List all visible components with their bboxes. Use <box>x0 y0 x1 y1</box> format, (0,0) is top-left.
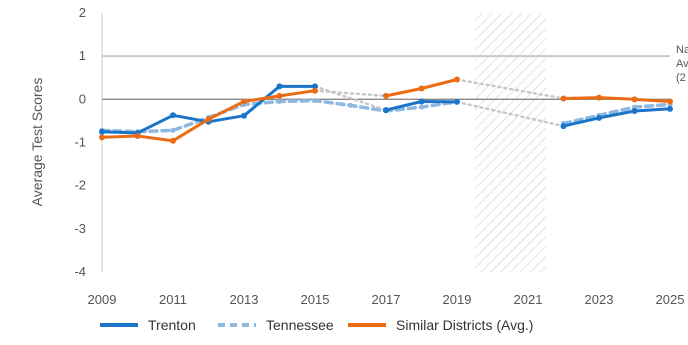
data-point-similar-districts-avg-2009 <box>99 134 105 141</box>
series-layer <box>99 76 673 144</box>
data-point-trenton-2013 <box>241 112 247 119</box>
data-point-similar-districts-avg-2022 <box>560 95 567 102</box>
gap-connector-2 <box>455 100 565 128</box>
data-point-tennessee-2011 <box>170 127 176 133</box>
shaded-period-layer <box>474 13 546 272</box>
reference-label-line-1: Av <box>676 58 688 70</box>
data-point-similar-districts-avg-2013 <box>241 98 247 105</box>
reference-label-line-2: (2 <box>676 72 686 84</box>
data-point-trenton-2015 <box>312 83 318 90</box>
data-point-tennessee-2018 <box>419 104 424 110</box>
data-point-similar-districts-avg-2010 <box>134 133 141 140</box>
x-tick-label-2025: 2025 <box>656 292 685 307</box>
data-point-tennessee-2014 <box>277 98 282 104</box>
data-point-trenton-2023 <box>596 114 602 121</box>
y-tick-label--3: -3 <box>74 221 86 236</box>
data-point-similar-districts-avg-2023 <box>596 94 602 101</box>
legend: Trenton Tennessee Similar Districts (Avg.) <box>100 317 533 333</box>
data-point-trenton-2024 <box>631 107 638 114</box>
legend-label-tennessee: Tennessee <box>266 317 334 333</box>
data-point-trenton-2022 <box>560 123 567 130</box>
data-point-similar-districts-avg-2017 <box>383 92 389 99</box>
data-point-trenton-2011 <box>170 112 176 119</box>
data-point-trenton-2019 <box>454 98 460 105</box>
data-point-similar-districts-avg-2018 <box>418 85 425 92</box>
series-similar-districts-avg <box>99 76 673 144</box>
gap-connector-1 <box>313 89 388 98</box>
shaded-period <box>474 13 546 272</box>
legend-label-trenton: Trenton <box>148 317 196 333</box>
x-tick-label-2023: 2023 <box>585 292 614 307</box>
reference-label-line-0: Na <box>676 44 688 56</box>
y-tick-label-2: 2 <box>79 5 86 20</box>
data-point-trenton-2009 <box>99 128 105 135</box>
data-point-similar-districts-avg-2014 <box>276 92 283 99</box>
series-line-trenton-0 <box>100 84 317 135</box>
gap-connectors-layer <box>313 78 565 128</box>
x-tick-label-2015: 2015 <box>301 292 330 307</box>
x-tick-label-2009: 2009 <box>88 292 117 307</box>
axis-lines-layer <box>101 13 670 272</box>
y-tick-label-1: 1 <box>79 48 86 63</box>
legend-label-similar-districts-avg: Similar Districts (Avg.) <box>396 317 533 333</box>
x-tick-label-2021: 2021 <box>514 292 543 307</box>
y-tick-label--1: -1 <box>74 135 86 150</box>
data-point-similar-districts-avg-2024 <box>631 96 638 103</box>
x-tick-label-2013: 2013 <box>230 292 259 307</box>
y-tick-label-0: 0 <box>79 91 86 106</box>
data-point-similar-districts-avg-2012 <box>205 116 212 123</box>
x-tick-label-2011: 2011 <box>159 292 187 307</box>
y-tick-label--4: -4 <box>74 264 86 279</box>
data-point-tennessee-2015 <box>312 98 318 104</box>
data-point-trenton-2025 <box>667 105 673 112</box>
y-tick-label--2: -2 <box>74 178 86 193</box>
tick-labels-layer: 2009 2011 2013 2015 2017 2019 2021 2023 2025 2 1 0 -… <box>74 5 684 307</box>
reference-line-annotation: Na Av (2 <box>676 44 688 84</box>
x-tick-label-2017: 2017 <box>372 292 401 307</box>
data-point-similar-districts-avg-2019 <box>454 76 460 83</box>
series-trenton <box>99 83 673 137</box>
series-line-similar-districts-avg-2 <box>562 96 672 103</box>
data-point-similar-districts-avg-2015 <box>312 87 318 94</box>
series-line-tennessee-1 <box>561 102 672 126</box>
data-point-trenton-2017 <box>383 107 389 114</box>
series-line-trenton-2 <box>562 107 672 128</box>
data-point-similar-districts-avg-2011 <box>170 137 176 144</box>
y-axis-label: Average Test Scores <box>29 78 45 207</box>
gap-connector-3 <box>455 78 565 100</box>
data-point-tennessee-2016 <box>348 102 353 108</box>
data-point-similar-districts-avg-2025 <box>667 98 673 105</box>
data-point-trenton-2014 <box>276 83 283 90</box>
data-point-trenton-2018 <box>418 98 425 105</box>
x-tick-label-2019: 2019 <box>443 292 472 307</box>
